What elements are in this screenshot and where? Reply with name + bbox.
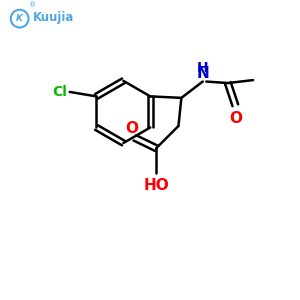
Text: Kuujia: Kuujia [33, 11, 74, 24]
Text: N: N [196, 66, 209, 81]
Text: Cl: Cl [52, 85, 68, 99]
Text: K: K [16, 14, 23, 23]
Text: ®: ® [29, 3, 36, 9]
Text: O: O [125, 122, 138, 136]
Text: O: O [229, 111, 242, 126]
Text: H: H [197, 61, 208, 75]
Text: HO: HO [143, 178, 169, 193]
